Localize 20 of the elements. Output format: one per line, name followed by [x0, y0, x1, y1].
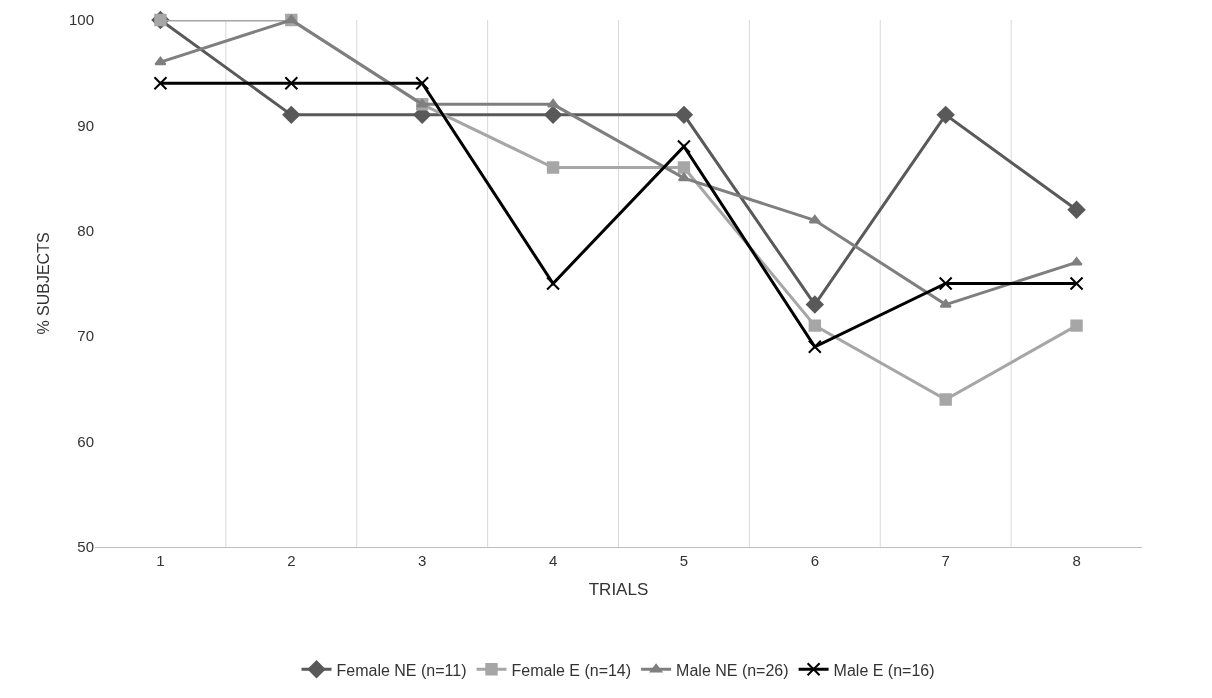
legend-label: Female E (n=14) — [511, 661, 632, 679]
y-tick-label: 100 — [68, 11, 94, 29]
y-tick-label: 50 — [77, 538, 94, 556]
x-tick-label: 3 — [418, 552, 427, 569]
y-axis-title: % SUBJECTS — [34, 232, 52, 335]
x-tick-label: 7 — [941, 552, 950, 569]
x-axis-title: TRIALS — [588, 580, 649, 600]
y-tick-label: 80 — [77, 222, 94, 240]
x-tick-label: 1 — [156, 552, 165, 569]
x-tick-label: 4 — [548, 552, 558, 569]
y-tick-label: 90 — [77, 116, 94, 134]
legend-label: Male E (n=16) — [833, 661, 935, 679]
y-tick-label: 60 — [77, 432, 94, 450]
x-tick-label: 8 — [1072, 552, 1081, 569]
x-tick-label: 6 — [810, 552, 819, 569]
y-tick-label: 70 — [77, 327, 94, 345]
x-tick-label: 2 — [287, 552, 296, 569]
legend-label: Male NE (n=26) — [676, 661, 789, 679]
legend-label: Female NE (n=11) — [336, 661, 467, 679]
x-tick-label: 5 — [679, 552, 689, 569]
